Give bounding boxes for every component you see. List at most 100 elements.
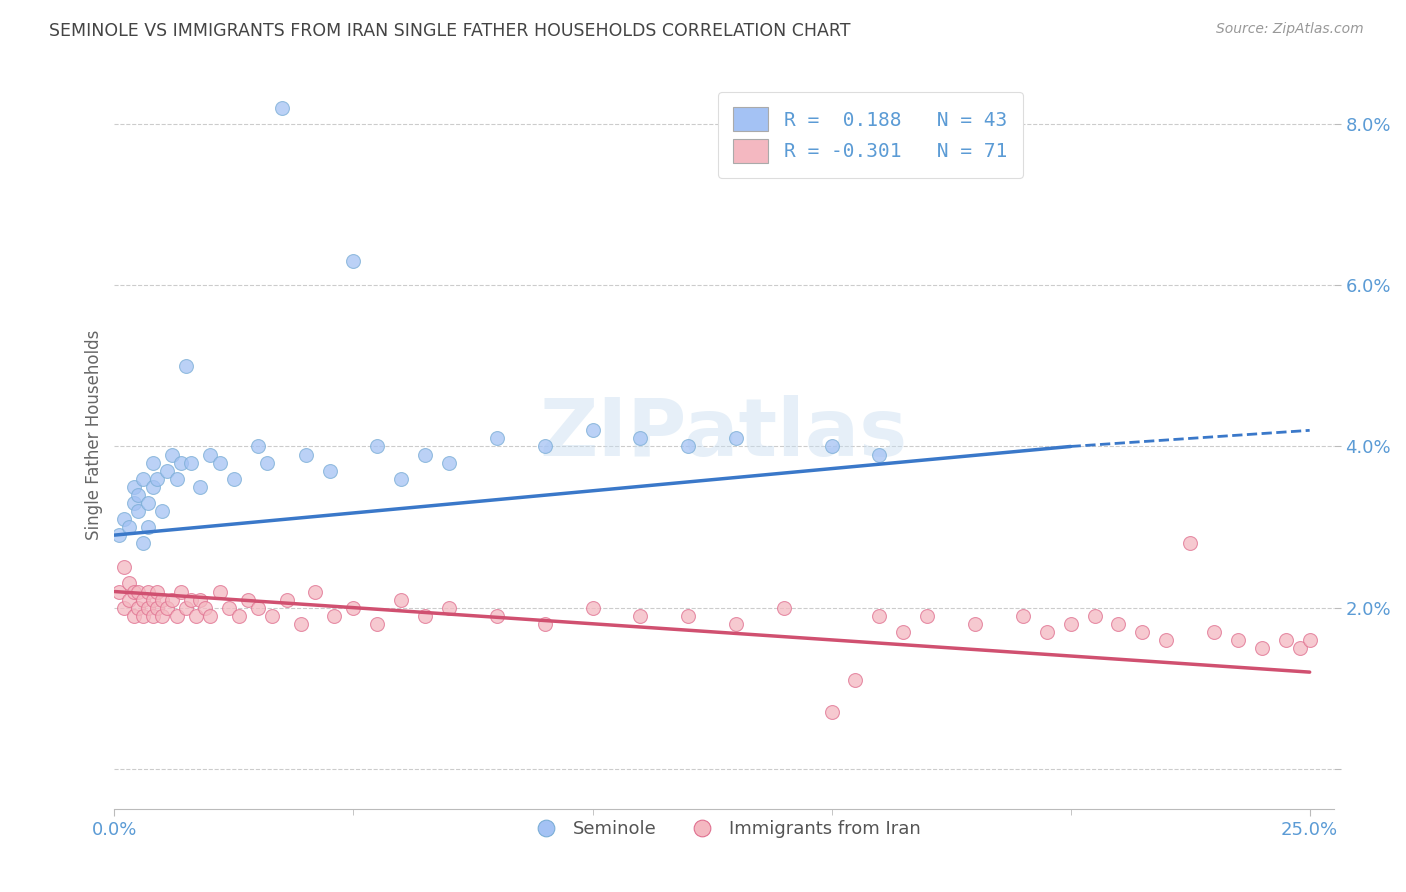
Point <box>198 448 221 462</box>
Point <box>868 608 890 623</box>
Point <box>136 496 159 510</box>
Point <box>342 254 364 268</box>
Point <box>136 600 159 615</box>
Point <box>1011 608 1033 623</box>
Point <box>198 608 221 623</box>
Point <box>1289 640 1312 655</box>
Point <box>228 608 250 623</box>
Point <box>437 600 460 615</box>
Point <box>290 616 312 631</box>
Point <box>150 592 173 607</box>
Point <box>127 488 149 502</box>
Point <box>122 608 145 623</box>
Point <box>628 608 651 623</box>
Point <box>1083 608 1105 623</box>
Point <box>170 584 193 599</box>
Point <box>142 592 165 607</box>
Point <box>533 616 555 631</box>
Point <box>194 600 217 615</box>
Point <box>485 431 508 445</box>
Point <box>218 600 240 615</box>
Text: ZIPatlas: ZIPatlas <box>540 395 908 474</box>
Point <box>156 464 179 478</box>
Point <box>262 608 284 623</box>
Point <box>1250 640 1272 655</box>
Point <box>304 584 326 599</box>
Point <box>891 624 914 639</box>
Point <box>276 592 298 607</box>
Point <box>533 440 555 454</box>
Point <box>146 472 169 486</box>
Point <box>1226 632 1249 647</box>
Point <box>156 600 179 615</box>
Point <box>1154 632 1177 647</box>
Point <box>581 423 603 437</box>
Point <box>122 496 145 510</box>
Point <box>389 592 412 607</box>
Point <box>122 584 145 599</box>
Point <box>112 560 135 574</box>
Point <box>142 608 165 623</box>
Point <box>413 608 436 623</box>
Point <box>222 472 245 486</box>
Point <box>166 472 188 486</box>
Point <box>127 504 149 518</box>
Point <box>724 616 747 631</box>
Point <box>1107 616 1129 631</box>
Point <box>108 528 131 542</box>
Point <box>208 456 231 470</box>
Point <box>437 456 460 470</box>
Point <box>1130 624 1153 639</box>
Point <box>256 456 278 470</box>
Point <box>342 600 364 615</box>
Point <box>724 431 747 445</box>
Point <box>963 616 986 631</box>
Point <box>868 448 890 462</box>
Point <box>323 608 346 623</box>
Point <box>180 456 202 470</box>
Point <box>146 600 169 615</box>
Point <box>581 600 603 615</box>
Point <box>485 608 508 623</box>
Point <box>294 448 316 462</box>
Point <box>112 600 135 615</box>
Point <box>160 592 183 607</box>
Point <box>820 440 842 454</box>
Point <box>676 608 699 623</box>
Point <box>366 616 388 631</box>
Point <box>136 584 159 599</box>
Point <box>676 440 699 454</box>
Point <box>132 592 155 607</box>
Point <box>772 600 794 615</box>
Point <box>1059 616 1081 631</box>
Point <box>127 600 149 615</box>
Point <box>174 600 197 615</box>
Point <box>150 504 173 518</box>
Point <box>122 480 145 494</box>
Point <box>1274 632 1296 647</box>
Point <box>108 584 131 599</box>
Point <box>174 359 197 373</box>
Point <box>112 512 135 526</box>
Point <box>142 480 165 494</box>
Point <box>389 472 412 486</box>
Point <box>366 440 388 454</box>
Point <box>246 600 269 615</box>
Point <box>238 592 260 607</box>
Point <box>160 448 183 462</box>
Point <box>150 608 173 623</box>
Text: Source: ZipAtlas.com: Source: ZipAtlas.com <box>1216 22 1364 37</box>
Point <box>246 440 269 454</box>
Point <box>628 431 651 445</box>
Point <box>820 706 842 720</box>
Point <box>118 520 141 534</box>
Point <box>208 584 231 599</box>
Point <box>136 520 159 534</box>
Point <box>190 592 212 607</box>
Point <box>1035 624 1057 639</box>
Point <box>1298 632 1320 647</box>
Point <box>170 456 193 470</box>
Point <box>142 456 165 470</box>
Legend: Seminole, Immigrants from Iran: Seminole, Immigrants from Iran <box>520 813 928 845</box>
Point <box>1202 624 1225 639</box>
